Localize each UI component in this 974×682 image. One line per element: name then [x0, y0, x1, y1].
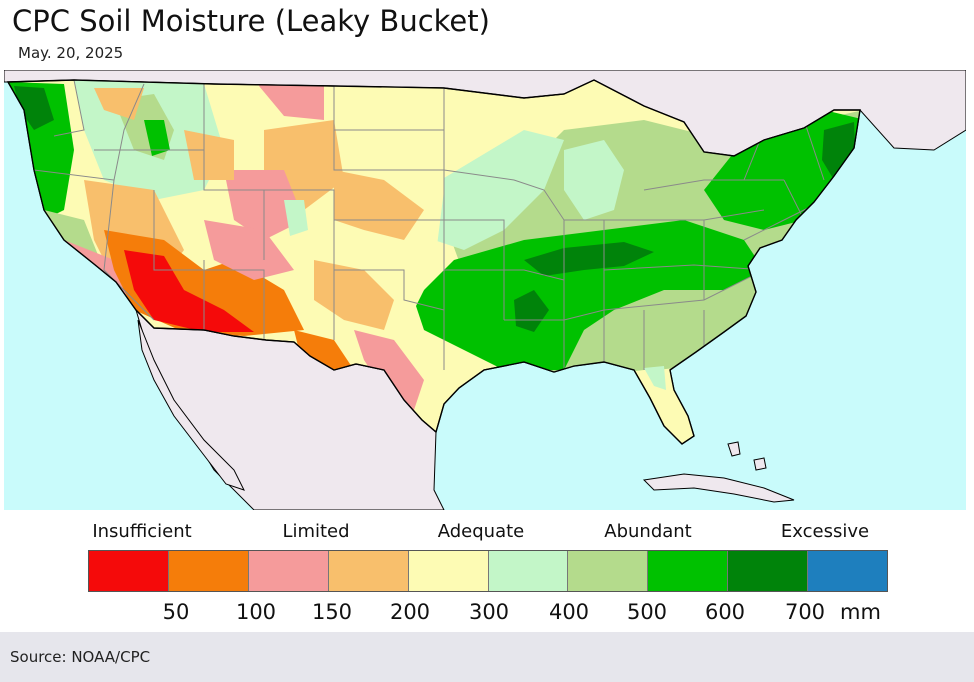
legend-excessive: Excessive	[780, 521, 870, 542]
legend-swatch	[488, 551, 569, 591]
legend-unit: mm	[840, 600, 881, 624]
legend-abundant: Abundant	[604, 521, 692, 542]
legend-swatch	[808, 551, 888, 591]
legend-swatch	[168, 551, 249, 591]
soil-moisture-map	[4, 70, 966, 510]
map-date: May. 20, 2025	[18, 44, 124, 62]
legend-swatch	[248, 551, 329, 591]
legend-insufficient: Insufficient	[92, 521, 192, 542]
legend-tick: 150	[311, 600, 353, 624]
legend-tick: 700	[784, 600, 826, 624]
legend-limited: Limited	[282, 521, 350, 542]
legend-adequate: Adequate	[437, 521, 525, 542]
legend-tick: 600	[704, 600, 746, 624]
legend-swatch	[568, 551, 649, 591]
footer-bar: Source: NOAA/CPC	[0, 632, 974, 682]
legend-swatch	[328, 551, 409, 591]
legend-tick: 500	[626, 600, 668, 624]
source-credit: Source: NOAA/CPC	[10, 648, 151, 666]
legend-tick: 300	[468, 600, 510, 624]
legend-tick: 100	[235, 600, 277, 624]
legend-tick: 400	[548, 600, 590, 624]
map-title: CPC Soil Moisture (Leaky Bucket)	[12, 4, 490, 38]
state-borders	[33, 80, 825, 370]
legend-tick: 50	[162, 600, 190, 624]
legend-swatch	[728, 551, 809, 591]
bahamas-land	[727, 441, 767, 471]
legend-swatch	[648, 551, 729, 591]
cuba-land	[642, 473, 795, 503]
legend-swatch	[89, 551, 169, 591]
baja-california	[137, 319, 245, 491]
legend-color-bar	[88, 550, 888, 592]
legend-tick: 200	[389, 600, 431, 624]
legend-swatch	[408, 551, 489, 591]
